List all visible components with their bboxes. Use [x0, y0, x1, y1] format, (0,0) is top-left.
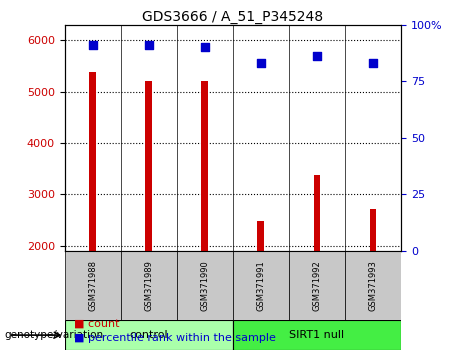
Bar: [233, 251, 289, 320]
Bar: [345, 251, 401, 320]
Text: genotype/variation: genotype/variation: [5, 330, 104, 340]
Point: [313, 53, 321, 59]
Text: GSM371993: GSM371993: [368, 260, 378, 311]
Text: GSM371990: GSM371990: [200, 260, 209, 311]
Bar: [121, 251, 177, 320]
Point: [89, 42, 96, 48]
Text: GSM371988: GSM371988: [88, 260, 97, 311]
Bar: [289, 251, 345, 320]
Title: GDS3666 / A_51_P345248: GDS3666 / A_51_P345248: [142, 10, 323, 24]
Point: [201, 45, 208, 50]
Text: GSM371992: GSM371992: [313, 260, 321, 311]
Bar: [233, 320, 401, 350]
Bar: [313, 176, 320, 251]
Bar: [145, 81, 152, 251]
Text: GSM371989: GSM371989: [144, 260, 153, 311]
Bar: [65, 251, 121, 320]
Point: [257, 61, 265, 66]
Text: GSM371991: GSM371991: [256, 260, 266, 311]
Text: control: control: [130, 330, 168, 340]
Bar: [65, 320, 233, 350]
Bar: [89, 72, 96, 251]
Text: ■ percentile rank within the sample: ■ percentile rank within the sample: [74, 333, 276, 343]
Text: ■ count: ■ count: [74, 319, 119, 329]
Text: SIRT1 null: SIRT1 null: [290, 330, 344, 340]
Bar: [370, 209, 376, 251]
Point: [369, 61, 377, 66]
Bar: [177, 251, 233, 320]
Point: [145, 42, 152, 48]
Bar: [258, 221, 264, 251]
Bar: [201, 81, 208, 251]
